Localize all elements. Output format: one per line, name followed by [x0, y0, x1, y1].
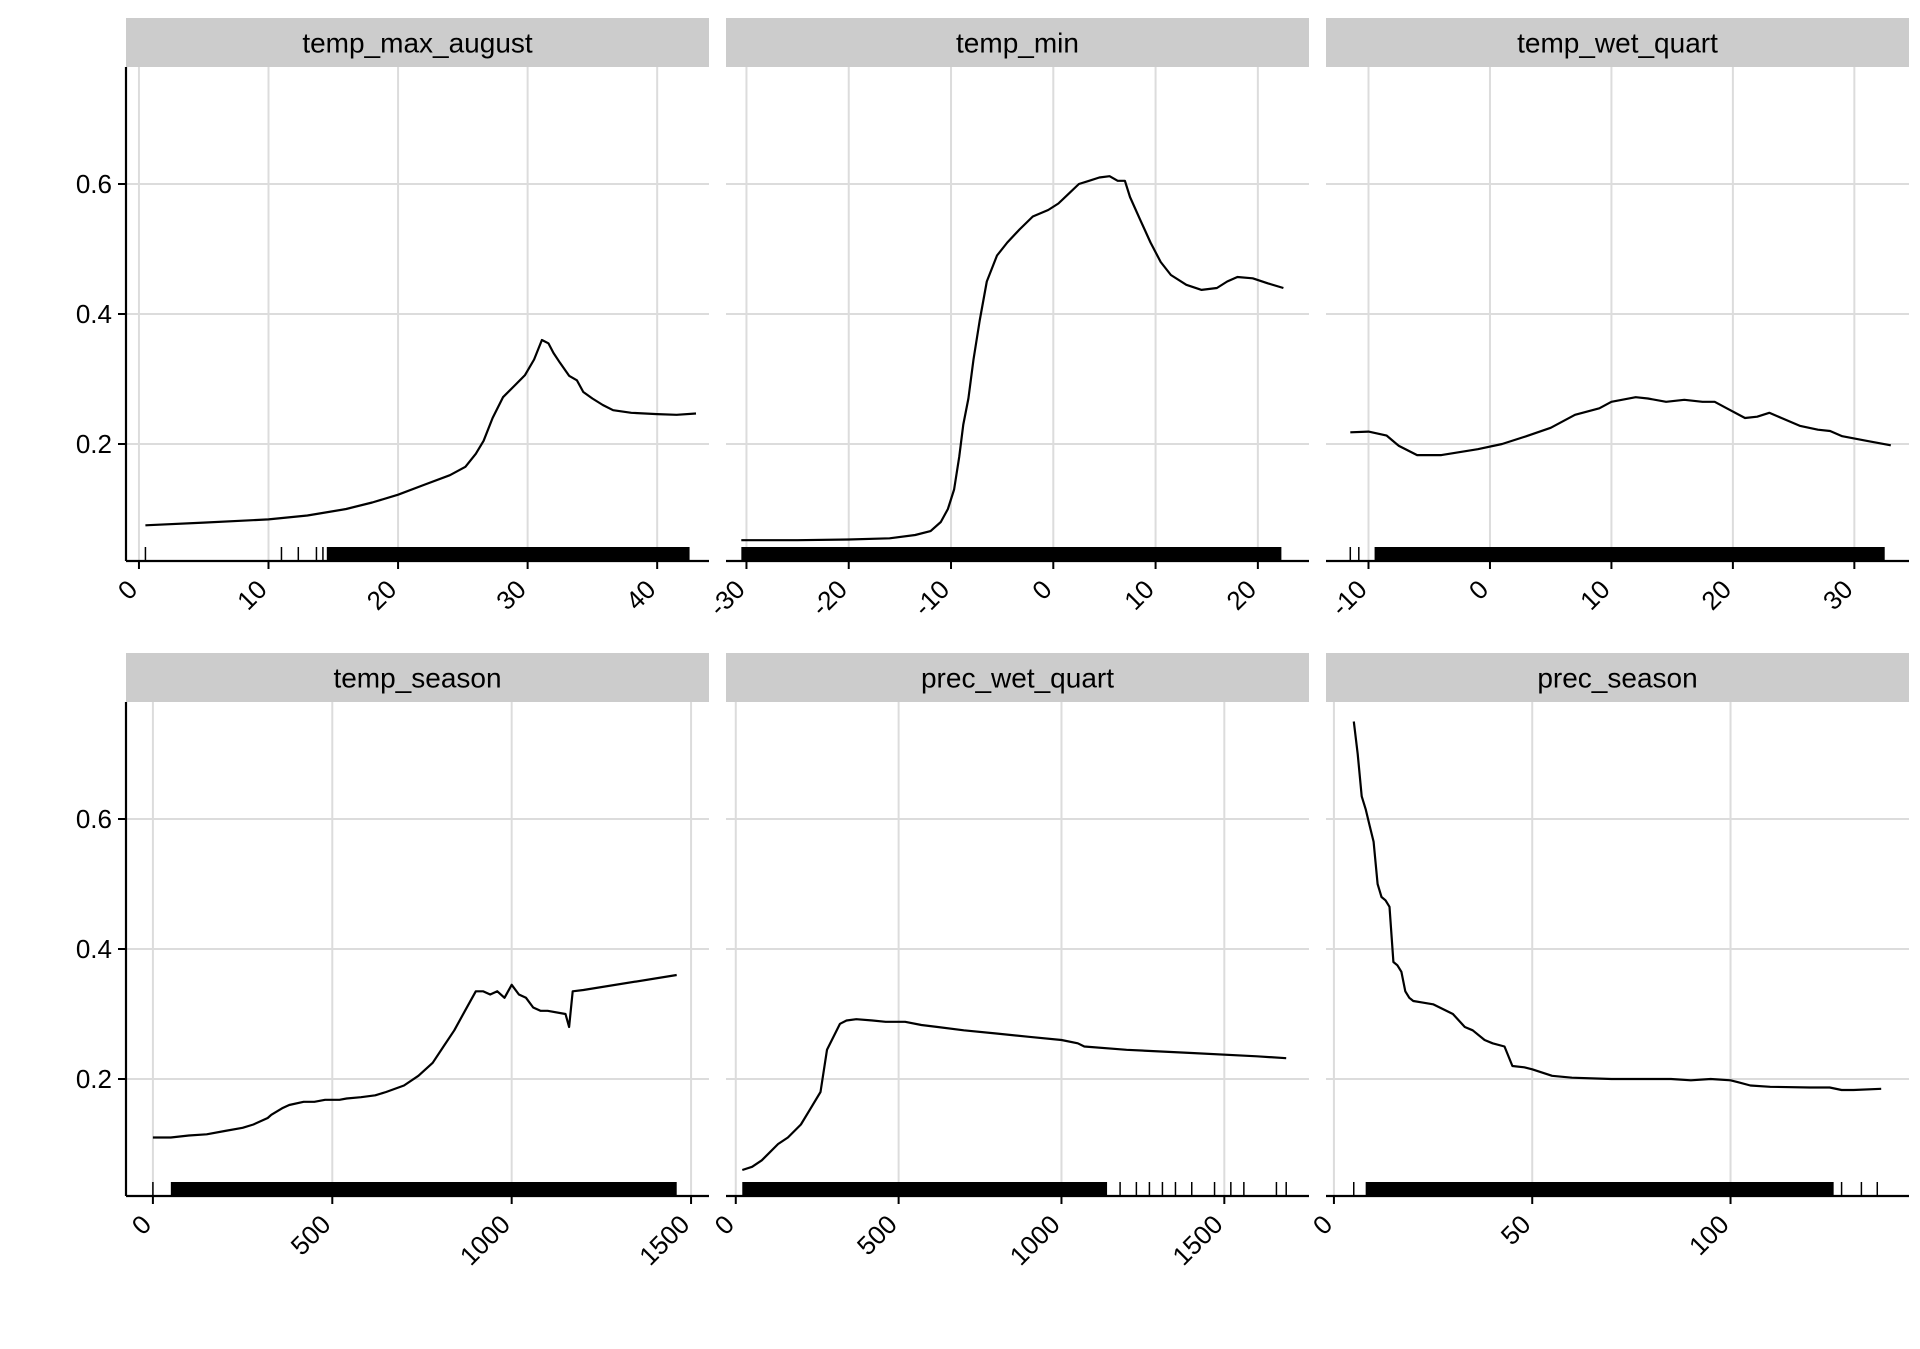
series-line [741, 1018, 1287, 1172]
x-tick-label: 30 [1817, 574, 1859, 616]
x-tick-label: 20 [1220, 574, 1262, 616]
x-tick-label: 0 [1463, 574, 1494, 605]
x-tick-label: 20 [1695, 574, 1737, 616]
x-tick-label: 0 [126, 1209, 157, 1240]
facet-strip [726, 653, 1309, 702]
facet-strip-label: prec_season [1537, 663, 1697, 694]
facet-strip [726, 18, 1309, 67]
facet-panel-prec_season: prec_season 0 50 100 [1307, 653, 1909, 1261]
rug-band [742, 1182, 1108, 1195]
x-tick-label: 0 [1307, 1209, 1338, 1240]
facet-strip-label: prec_wet_quart [921, 663, 1114, 694]
x-tick-label: 1500 [1166, 1209, 1228, 1271]
x-tick-label: 30 [490, 574, 532, 616]
rug-band [741, 547, 1282, 560]
x-tick-label: 0 [112, 574, 143, 605]
x-tick-label: 0 [1026, 574, 1057, 605]
facet-strip-label: temp_season [333, 663, 501, 694]
x-tick-label: 100 [1683, 1209, 1735, 1261]
x-tick-label: -10 [1325, 574, 1373, 622]
facet-strip [1326, 18, 1909, 67]
facet-panel-temp_min: temp_min -30 -20 -10 0 10 20 [703, 18, 1309, 622]
y-tick-label: 0.6 [76, 169, 112, 199]
facet-panel-prec_wet_quart: prec_wet_quart 0 500 1000 1500 [709, 653, 1309, 1271]
x-tick-label: -20 [805, 574, 853, 622]
x-tick-label: 10 [1118, 574, 1160, 616]
x-tick-label: 1500 [633, 1209, 695, 1271]
series-line [145, 338, 697, 527]
y-tick-label: 0.4 [76, 934, 112, 964]
facet-strip-label: temp_max_august [302, 28, 533, 59]
x-tick-label: 10 [231, 574, 273, 616]
rug-band [1365, 1182, 1834, 1195]
x-tick-label: 0 [709, 1209, 740, 1240]
rug-band [170, 1182, 677, 1195]
series-line [1350, 396, 1892, 457]
x-tick-label: 1000 [1004, 1209, 1066, 1271]
series-line [741, 175, 1284, 542]
y-tick-label: 0.4 [76, 299, 112, 329]
facet-panel-temp_max_august: temp_max_august 0 10 20 30 40 0.2 0.4 0.6 [76, 18, 709, 616]
rug-band [326, 547, 690, 560]
facet-strip [1326, 653, 1909, 702]
x-tick-label: -10 [907, 574, 955, 622]
x-tick-label: -30 [703, 574, 751, 622]
rug-band [1374, 547, 1885, 560]
x-tick-label: 500 [285, 1209, 337, 1261]
facet-strip [126, 18, 709, 67]
y-tick-label: 0.2 [76, 1064, 112, 1094]
x-tick-label: 50 [1495, 1209, 1537, 1251]
facet-strip [126, 653, 709, 702]
x-tick-label: 1000 [454, 1209, 516, 1271]
facet-strip-label: temp_wet_quart [1517, 28, 1718, 59]
facet-panel-temp_wet_quart: temp_wet_quart -10 0 10 20 30 [1325, 18, 1909, 622]
y-tick-label: 0.6 [76, 804, 112, 834]
y-tick-label: 0.2 [76, 429, 112, 459]
facet-panel-temp_season: temp_season 0 500 1000 1500 0.2 0.4 0.6 [76, 653, 709, 1271]
series-line [152, 973, 677, 1139]
x-tick-label: 20 [361, 574, 403, 616]
x-tick-label: 500 [851, 1209, 903, 1261]
x-tick-label: 10 [1574, 574, 1616, 616]
facet-strip-label: temp_min [956, 28, 1079, 59]
series-line [1352, 721, 1882, 1092]
x-tick-label: 40 [620, 574, 662, 616]
